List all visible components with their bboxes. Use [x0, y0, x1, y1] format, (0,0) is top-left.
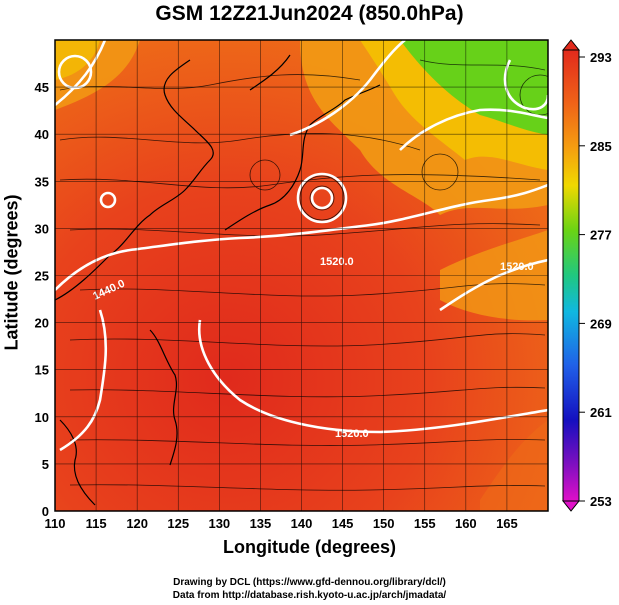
- colorbar-tick-label: 293: [590, 50, 612, 65]
- y-tick-label: 5: [42, 457, 49, 472]
- contour-label-1520-mid: 1520.0: [320, 256, 354, 268]
- colorbar-bottom-arrow: [561, 500, 581, 512]
- colorbar-scale: [562, 49, 580, 502]
- colorbar: 293 285 277 269 261 253: [561, 39, 612, 512]
- x-tick-label: 165: [496, 516, 518, 531]
- credit-data: Data from http://database.rish.kyoto-u.a…: [172, 590, 447, 601]
- x-tick-label: 145: [332, 516, 354, 531]
- x-tick-label: 115: [86, 516, 107, 531]
- x-axis-label: Longitude (degrees): [222, 537, 396, 557]
- lat-lon-grid: [54, 40, 548, 512]
- y-tick-label: 40: [35, 127, 49, 142]
- y-tick-label: 0: [42, 504, 49, 519]
- y-tick-label: 30: [35, 221, 49, 236]
- y-tick-label: 45: [35, 80, 49, 95]
- x-tick-label: 150: [373, 516, 395, 531]
- plot-frame: [54, 39, 549, 512]
- x-tick-label: 130: [208, 516, 230, 531]
- x-tick-label: 120: [126, 516, 148, 531]
- colorbar-top-arrow: [561, 39, 581, 51]
- height-contours: [55, 40, 548, 452]
- map-title: GSM 12Z21Jun2024 (850.0hPa): [155, 2, 464, 25]
- y-tick-labels: 0 5 10 15 20 25 30 35 40 45: [35, 80, 49, 519]
- wind-streamlines: [59, 59, 548, 491]
- x-tick-label: 160: [455, 516, 477, 531]
- x-tick-label: 125: [167, 516, 189, 531]
- y-tick-label: 15: [35, 363, 49, 378]
- colorbar-tick-label: 277: [590, 228, 612, 243]
- credits: Drawing by DCL (https://www.gfd-dennou.o…: [0, 576, 619, 602]
- x-tick-label: 135: [250, 516, 272, 531]
- x-tick-label: 140: [291, 516, 313, 531]
- x-tick-labels: 110 115 120 125 130 135 140 145 150 155 160 165: [45, 516, 518, 531]
- x-tick-label: 110: [45, 516, 66, 531]
- y-tick-label: 10: [35, 410, 49, 425]
- x-tick-label: 155: [414, 516, 436, 531]
- colorbar-tick-label: 261: [590, 405, 612, 420]
- colorbar-tick-label: 269: [590, 316, 612, 331]
- credit-dcl: Drawing by DCL (https://www.gfd-dennou.o…: [173, 577, 446, 588]
- y-tick-label: 35: [35, 174, 49, 189]
- y-tick-label: 20: [35, 316, 49, 331]
- colorbar-tick-label: 253: [590, 494, 612, 509]
- colorbar-tick-label: 285: [590, 139, 612, 154]
- contour-label-1520-south: 1520.0: [335, 428, 369, 440]
- contour-label-1520-east: 1520.0: [500, 261, 534, 273]
- y-tick-label: 25: [35, 269, 49, 284]
